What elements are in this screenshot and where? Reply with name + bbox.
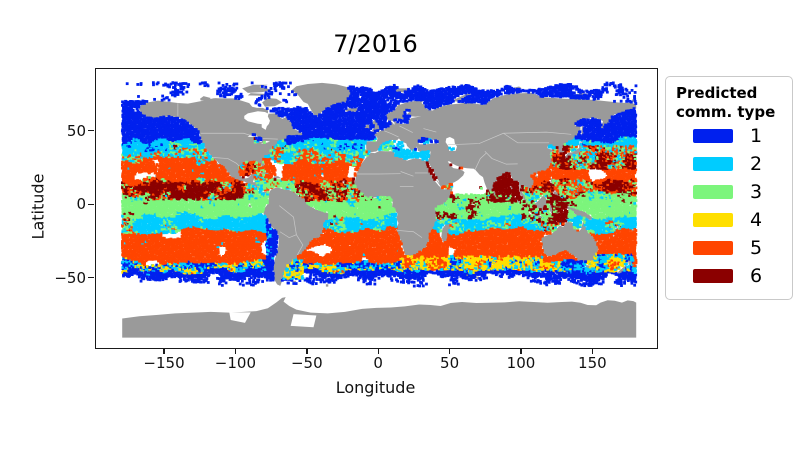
y-tick-label: 0 [76,195,86,214]
legend-label: 3 [750,180,763,203]
y-tick-mark [88,277,94,279]
legend-swatch-3 [693,184,733,199]
chart-title: 7/2016 [333,30,418,58]
x-tick-mark [448,348,451,354]
x-tick-label: 150 [578,354,607,372]
legend-label: 1 [750,124,763,147]
legend-swatch-2 [693,156,733,171]
world-map-scatter-canvas [96,69,657,348]
x-tick-label: 50 [440,354,460,372]
legend-entry-4: 4 [666,206,792,234]
legend: Predicted comm. type 1 2 3 4 5 6 [665,76,793,300]
y-tick-mark [88,203,94,205]
y-tick-label: 50 [66,121,86,140]
legend-label: 4 [750,208,763,231]
x-tick-mark [163,348,165,354]
x-tick-label: −100 [214,354,257,372]
plot-axes [95,68,658,349]
x-tick-mark [520,348,522,354]
legend-label: 6 [750,264,763,287]
x-tick-mark [234,348,237,354]
legend-entry-5: 5 [666,234,792,262]
y-tick-mark [88,130,94,132]
legend-entry-2: 2 [666,150,792,178]
legend-label: 5 [750,236,763,259]
legend-title: Predicted comm. type [676,84,776,121]
legend-swatch-4 [693,212,733,227]
x-tick-label: 100 [506,354,536,372]
x-tick-label: −150 [143,354,185,372]
legend-swatch-6 [693,268,733,283]
legend-swatch-5 [693,240,733,255]
x-tick-mark [306,348,308,354]
x-tick-mark [591,348,594,354]
y-axis-label: Latitude [28,173,48,240]
legend-label: 2 [750,152,763,175]
x-tick-label: 0 [373,354,383,372]
x-axis-label: Longitude [335,378,416,397]
legend-entry-3: 3 [666,178,792,206]
x-tick-label: −50 [290,354,323,372]
legend-swatch-1 [693,128,733,143]
legend-rows: 1 2 3 4 5 6 [666,122,792,290]
legend-entry-1: 1 [666,122,792,150]
y-tick-label: −50 [54,268,86,287]
x-tick-mark [377,348,379,354]
legend-entry-6: 6 [666,262,792,290]
